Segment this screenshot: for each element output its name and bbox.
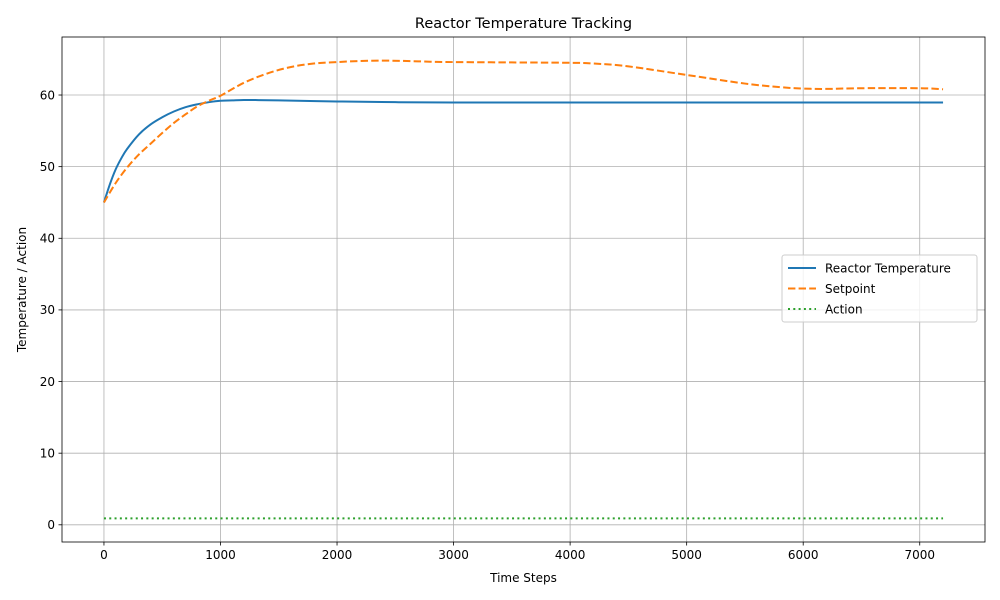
x-tick-label: 5000: [671, 548, 702, 562]
grid-layer: [62, 37, 985, 542]
series-line-reactor-temperature: [102, 98, 944, 203]
y-tick-label: 0: [47, 518, 55, 532]
y-tick-label: 40: [40, 232, 55, 246]
y-axis-label: Temperature / Action: [15, 227, 29, 353]
series-line-setpoint: [103, 59, 944, 203]
y-tick-label: 20: [40, 375, 55, 389]
y-axis: 0 10 20 30 40 50 60: [40, 88, 62, 532]
legend-label: Action: [825, 302, 863, 316]
legend-box: [781, 254, 978, 323]
legend-label: Setpoint: [825, 282, 876, 296]
plot-frame: [61, 36, 986, 543]
x-tick-label: 4000: [555, 548, 586, 562]
series-layer: [102, 59, 944, 520]
x-tick-label: 3000: [438, 548, 469, 562]
y-tick-label: 50: [40, 160, 55, 174]
x-axis-label: Time Steps: [489, 571, 557, 585]
x-tick-label: 7000: [904, 548, 935, 562]
x-tick-label: 6000: [788, 548, 819, 562]
y-tick-label: 60: [40, 88, 55, 102]
y-tick-label: 10: [40, 446, 55, 460]
x-tick-label: 0: [100, 548, 108, 562]
y-tick-label: 30: [40, 303, 55, 317]
x-tick-label: 1000: [205, 548, 236, 562]
chart-title: Reactor Temperature Tracking: [415, 16, 632, 32]
legend: Reactor Temperature Setpoint Action: [781, 254, 978, 323]
x-axis: 0 1000 2000 3000 4000 5000 6000 7000: [100, 542, 935, 562]
legend-label: Reactor Temperature: [825, 261, 951, 275]
x-tick-label: 2000: [322, 548, 353, 562]
